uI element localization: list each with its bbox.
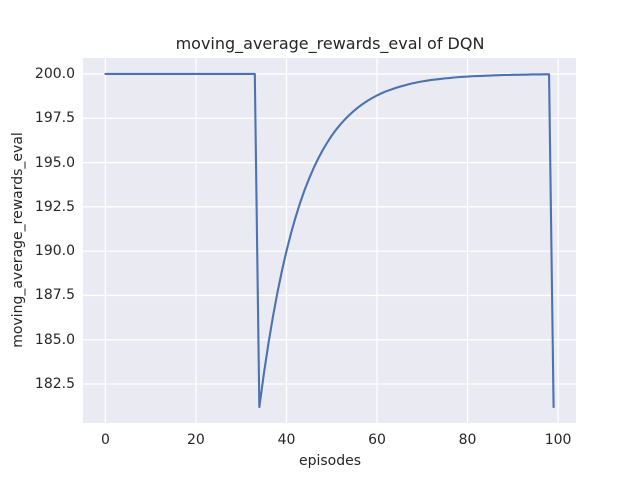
y-tick-label: 182.5 <box>34 376 75 393</box>
x-tick-label: 100 <box>544 432 572 448</box>
y-tick-label: 197.5 <box>34 110 75 127</box>
y-tick-label: 187.5 <box>34 287 75 304</box>
y-tick-label: 195.0 <box>34 154 75 171</box>
x-tick-label: 80 <box>458 432 477 448</box>
line-chart-svg <box>83 58 576 423</box>
x-tick-label: 60 <box>368 432 386 448</box>
series-line <box>104 72 555 409</box>
y-tick-label: 185.0 <box>34 331 75 348</box>
plot-area <box>83 58 576 423</box>
y-axis-label: moving_average_rewards_eval <box>10 132 26 348</box>
x-tick-label: 0 <box>100 432 110 448</box>
x-tick-label: 20 <box>187 432 205 448</box>
y-tick-label: 192.5 <box>34 198 75 215</box>
y-tick-label: 200.0 <box>34 65 75 82</box>
x-tick-label: 40 <box>277 432 296 448</box>
chart-title: moving_average_rewards_eval of DQN <box>175 34 485 53</box>
x-axis-label: episodes <box>298 453 362 469</box>
y-tick-label: 190.0 <box>34 243 75 260</box>
